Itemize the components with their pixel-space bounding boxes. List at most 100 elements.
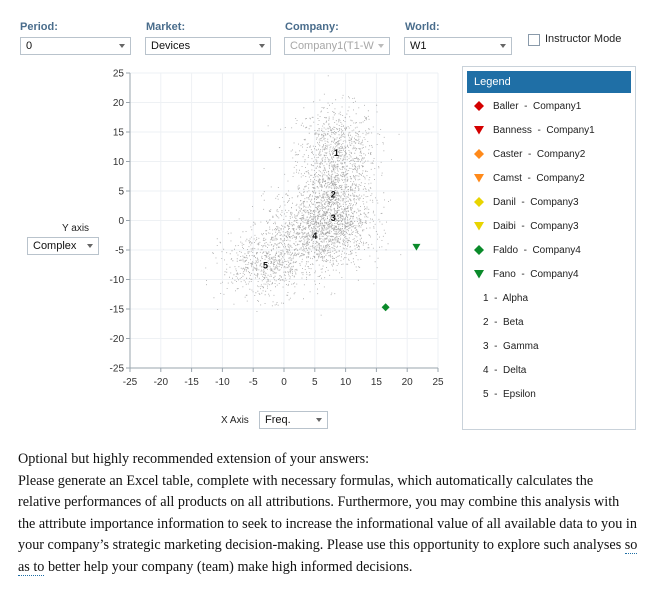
legend-item: Daibi - Company3: [473, 220, 579, 234]
legend-item: Camst - Company2: [473, 172, 585, 186]
triangle-icon: [473, 268, 487, 280]
legend-item: 1 - Alpha: [473, 292, 528, 306]
legend-marker: [474, 270, 484, 279]
x-tick-label: 10: [340, 377, 352, 388]
legend-panel: Legend Baller - Company1 Banness - Compan…: [462, 66, 636, 430]
chevron-down-icon: [119, 44, 125, 48]
legend-item: Caster - Company2: [473, 148, 585, 162]
legend-item-label: Danil - Company3: [493, 197, 579, 208]
y-tick-label: 5: [118, 187, 124, 198]
product-marker-faldo: [381, 303, 390, 312]
world-value: W1: [410, 40, 427, 52]
product-marker-fano: [412, 243, 421, 251]
chevron-down-icon: [378, 44, 384, 48]
instructions-heading: Optional but highly recommended extensio…: [18, 451, 370, 467]
segment-cloud-1: [267, 75, 400, 249]
x-tick-label: -5: [249, 377, 258, 388]
diamond-icon: [473, 100, 487, 112]
y-tick-label: -20: [110, 334, 125, 345]
y-axis-select-value: Complex: [33, 240, 77, 252]
legend-item-label: Fano - Company4: [493, 269, 579, 280]
legend-item-label: Camst - Company2: [493, 173, 585, 184]
y-tick-label: 0: [118, 216, 124, 227]
legend-item: Faldo - Company4: [473, 244, 581, 258]
x-tick-label: 25: [432, 377, 444, 388]
legend-marker: [474, 222, 484, 231]
diamond-icon: [473, 244, 487, 256]
legend-marker: [474, 126, 484, 135]
legend-item-label: 2 - Beta: [483, 317, 524, 328]
segment-label-3: 3: [331, 213, 336, 223]
x-tick-label: -20: [154, 377, 169, 388]
legend-item-label: Caster - Company2: [493, 149, 586, 160]
y-tick-label: 15: [113, 128, 125, 139]
world-select[interactable]: W1: [404, 37, 512, 55]
legend-title: Legend: [467, 71, 631, 93]
legend-marker: [474, 245, 484, 256]
legend-marker: [474, 149, 484, 160]
company-select[interactable]: Company1(T1-W: [284, 37, 390, 55]
period-value: 0: [26, 40, 33, 52]
legend-item-label: 5 - Epsilon: [483, 389, 536, 400]
company-label: Company:: [285, 21, 339, 33]
x-tick-label: 5: [312, 377, 318, 388]
segment-label-1: 1: [334, 148, 339, 158]
legend-item-label: Faldo - Company4: [493, 245, 581, 256]
instructions-body: Please generate an Excel table, complete…: [18, 471, 638, 579]
x-tick-label: 0: [281, 377, 287, 388]
y-tick-label: -10: [110, 275, 125, 286]
instructions-body-phrase: so as to: [18, 537, 638, 576]
x-axis-select-value: Freq.: [265, 414, 291, 426]
company-value: Company1(T1-W: [290, 40, 374, 52]
chevron-down-icon: [500, 44, 506, 48]
y-axis-label: Y axis: [62, 223, 90, 234]
legend-item-label: 3 - Gamma: [483, 341, 539, 352]
x-axis-select[interactable]: Freq.: [259, 411, 328, 429]
world-label: World:: [405, 21, 440, 33]
x-axis-label: X Axis: [221, 415, 249, 426]
market-value: Devices: [151, 40, 191, 52]
y-tick-label: -15: [110, 305, 125, 316]
legend-item: Fano - Company4: [473, 268, 579, 282]
legend-marker: [474, 101, 484, 112]
segment-label-5: 5: [263, 260, 268, 270]
segment-label-4: 4: [312, 231, 317, 241]
legend-item: 3 - Gamma: [473, 340, 539, 354]
x-tick-label: -25: [123, 377, 138, 388]
y-tick-label: -5: [115, 246, 124, 257]
legend-item: Baller - Company1: [473, 100, 581, 114]
instructor-mode-checkbox[interactable]: [528, 34, 540, 46]
instructions-body-part1: Please generate an Excel table, complete…: [18, 472, 637, 554]
x-tick-label: -10: [215, 377, 230, 388]
legend-item: Banness - Company1: [473, 124, 595, 138]
chevron-down-icon: [87, 244, 93, 248]
market-label: Market:: [146, 21, 186, 33]
period-label: Period:: [20, 21, 58, 33]
market-select[interactable]: Devices: [145, 37, 271, 55]
triangle-icon: [473, 124, 487, 136]
chevron-down-icon: [316, 418, 322, 422]
y-tick-label: 20: [113, 98, 125, 109]
y-tick-label: 10: [113, 157, 125, 168]
legend-item-label: Baller - Company1: [493, 101, 582, 112]
diamond-icon: [473, 148, 487, 160]
triangle-icon: [473, 172, 487, 184]
legend-item: 4 - Delta: [473, 364, 526, 378]
chart-grid: [129, 72, 439, 369]
legend-item: Danil - Company3: [473, 196, 579, 210]
legend-item: 2 - Beta: [473, 316, 524, 330]
legend-item-label: 4 - Delta: [483, 365, 527, 376]
legend-item-label: 1 - Alpha: [483, 293, 529, 304]
chevron-down-icon: [259, 44, 265, 48]
legend-marker: [474, 197, 484, 208]
y-tick-label: -25: [110, 364, 125, 375]
y-axis-select[interactable]: Complex: [27, 237, 99, 255]
legend-item-label: Daibi - Company3: [493, 221, 579, 232]
period-select[interactable]: 0: [20, 37, 131, 55]
y-tick-label: 25: [113, 69, 125, 80]
segment-label-2: 2: [331, 189, 336, 199]
instructions-text: Optional but highly recommended extensio…: [18, 449, 638, 578]
x-tick-label: 15: [371, 377, 383, 388]
